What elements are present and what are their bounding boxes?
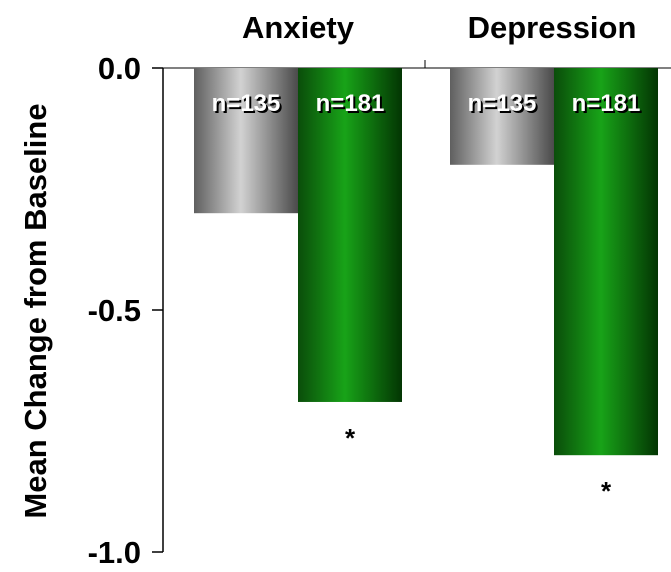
y-axis-label: Mean Change from Baseline [18, 103, 53, 518]
y-tick-label: -0.5 [88, 293, 141, 328]
bar [450, 68, 554, 165]
category-label: Depression [468, 10, 637, 45]
bar-n-label: n=135 [212, 90, 281, 117]
bar-n-label-shadow: n=181 [318, 92, 387, 119]
y-axis: 0.0 -0.5 -1.0 [88, 51, 671, 570]
bar [298, 68, 402, 402]
bar-n-label-shadow: n=135 [470, 92, 539, 119]
significance-marker: * [601, 476, 612, 506]
significance-marker: * [345, 423, 356, 453]
y-tick-label: 0.0 [98, 51, 141, 86]
bar-n-label: n=135 [468, 90, 537, 117]
y-tick-label: -1.0 [88, 535, 141, 570]
bar [554, 68, 658, 456]
bar [194, 68, 298, 214]
bar-n-label: n=181 [316, 90, 385, 117]
bar-n-label-shadow: n=135 [214, 92, 283, 119]
bar-n-label-shadow: n=181 [574, 92, 643, 119]
bars-group [194, 68, 658, 456]
bar-n-label: n=181 [572, 90, 641, 117]
category-label: Anxiety [242, 10, 355, 45]
